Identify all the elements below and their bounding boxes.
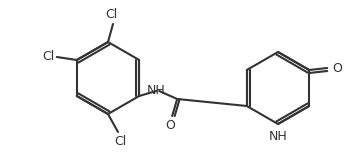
Text: Cl: Cl	[43, 51, 55, 64]
Text: NH: NH	[269, 130, 287, 143]
Text: Cl: Cl	[114, 135, 126, 148]
Text: O: O	[332, 62, 342, 75]
Text: Cl: Cl	[105, 8, 117, 21]
Text: NH: NH	[147, 84, 165, 97]
Text: O: O	[165, 119, 175, 132]
